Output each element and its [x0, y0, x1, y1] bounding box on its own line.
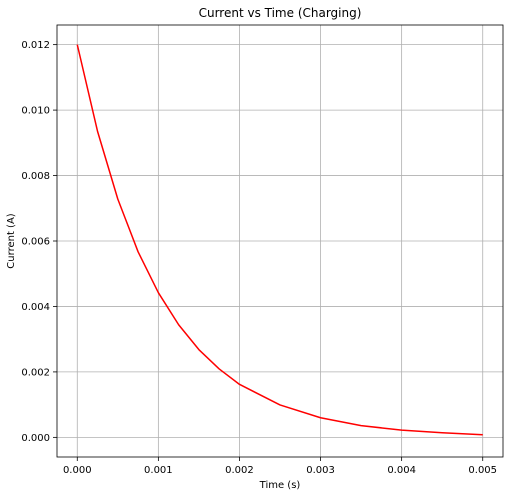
x-tick-label: 0.003 — [306, 465, 335, 476]
y-tick-label: 0.006 — [21, 237, 50, 248]
grid — [57, 25, 503, 457]
x-axis-label: Time (s) — [259, 480, 301, 491]
y-axis-label: Current (A) — [6, 213, 17, 268]
y-tick-label: 0.004 — [21, 302, 50, 313]
x-tick-label: 0.002 — [225, 465, 254, 476]
y-axis-ticks: 0.000 0.002 0.004 0.006 0.008 0.010 0.012 — [21, 40, 57, 444]
y-tick-label: 0.012 — [21, 40, 50, 51]
chart-title: Current vs Time (Charging) — [199, 6, 362, 20]
y-tick-label: 0.000 — [21, 433, 50, 444]
x-axis-ticks: 0.000 0.001 0.002 0.003 0.004 0.005 — [63, 457, 497, 476]
y-tick-label: 0.002 — [21, 367, 50, 378]
y-tick-label: 0.008 — [21, 171, 50, 182]
y-tick-label: 0.010 — [21, 106, 50, 117]
x-tick-label: 0.000 — [63, 465, 92, 476]
series-group — [76, 44, 483, 436]
x-tick-label: 0.005 — [468, 465, 497, 476]
x-tick-label: 0.004 — [387, 465, 416, 476]
x-tick-label: 0.001 — [144, 465, 173, 476]
current-series-line — [76, 44, 483, 436]
